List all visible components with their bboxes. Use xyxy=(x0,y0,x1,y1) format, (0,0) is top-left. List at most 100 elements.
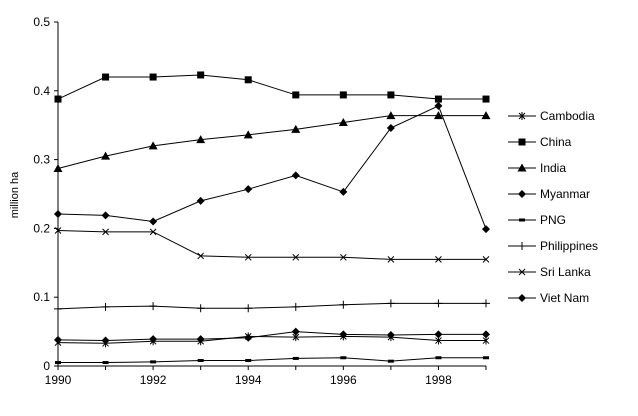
diamond-marker xyxy=(339,330,348,339)
axes: 0 0.1 0.2 0.3 0.4 0.5 1990 1992 1994 1996 1998 xyxy=(33,15,487,387)
x-marker xyxy=(149,228,157,236)
square-marker xyxy=(339,91,347,99)
diamond-marker xyxy=(518,190,526,198)
dash-marker xyxy=(519,218,525,222)
asterisk-marker xyxy=(518,112,526,120)
series-png xyxy=(55,356,489,365)
legend-label: India xyxy=(540,161,566,175)
series-line-india xyxy=(57,115,486,170)
dash-marker xyxy=(102,361,109,365)
legend-item-png: PNG xyxy=(508,213,566,227)
triangle-marker xyxy=(517,163,527,172)
square-marker xyxy=(54,95,62,103)
square-marker xyxy=(292,91,300,99)
triangle-marker xyxy=(53,164,63,173)
series-china xyxy=(54,71,490,103)
plus-marker xyxy=(386,299,395,308)
triangle-marker xyxy=(338,117,348,126)
dash-marker xyxy=(387,359,394,363)
diamond-marker xyxy=(434,330,443,339)
diamond-marker xyxy=(149,217,158,226)
plus-marker xyxy=(291,302,300,311)
diamond-marker xyxy=(386,331,395,340)
legend-label: Myanmar xyxy=(540,187,590,201)
plus-marker xyxy=(149,302,158,311)
legend-label: Sri Lanka xyxy=(540,265,591,279)
square-marker xyxy=(197,71,205,79)
diamond-marker xyxy=(482,330,490,339)
series-line-cambodia xyxy=(57,335,486,344)
triangle-marker xyxy=(196,135,206,144)
diamond-marker xyxy=(518,294,526,302)
x-marker xyxy=(292,253,300,261)
legend-item-viet-nam: Viet Nam xyxy=(508,291,589,305)
series-line-viet-nam xyxy=(57,105,487,230)
diamond-marker xyxy=(196,335,205,344)
series-line-china xyxy=(57,74,486,100)
y-tick-label: 0.1 xyxy=(33,290,50,304)
dash-marker xyxy=(340,356,347,360)
y-tick-label: 0.4 xyxy=(33,84,50,98)
dash-marker xyxy=(55,361,61,365)
diamond-marker xyxy=(482,225,490,234)
series-sri-lanka xyxy=(54,227,490,263)
y-tick-label: 0.5 xyxy=(33,15,50,29)
legend-item-china: China xyxy=(508,135,572,149)
legend: Cambodia China India Myanmar PNG Philippines S… xyxy=(508,109,598,305)
y-axis-label: million ha xyxy=(9,171,21,218)
dash-marker xyxy=(245,358,252,362)
square-marker xyxy=(102,73,110,81)
y-tick-label: 0.3 xyxy=(33,153,50,167)
diamond-marker xyxy=(244,333,253,342)
legend-item-india: India xyxy=(508,161,566,175)
diamond-marker xyxy=(339,187,348,196)
dash-marker xyxy=(150,360,157,364)
legend-item-philippines: Philippines xyxy=(508,239,598,253)
square-marker xyxy=(434,95,442,103)
series-india xyxy=(53,111,491,173)
square-marker xyxy=(482,95,490,103)
dash-marker xyxy=(435,356,442,360)
dash-marker xyxy=(197,358,204,362)
plus-marker xyxy=(339,300,348,309)
square-marker xyxy=(387,91,395,99)
legend-label: PNG xyxy=(540,213,566,227)
diamond-marker xyxy=(244,185,253,194)
x-marker xyxy=(387,256,395,263)
triangle-marker xyxy=(101,151,111,160)
plus-marker xyxy=(244,304,253,313)
series-myanmar xyxy=(54,327,490,345)
x-tick-label: 1994 xyxy=(235,373,262,387)
diamond-marker xyxy=(149,335,158,344)
series-line-png xyxy=(58,357,486,364)
x-marker xyxy=(244,253,252,261)
x-marker xyxy=(197,252,205,260)
legend-item-sri-lanka: Sri Lanka xyxy=(508,265,591,279)
diamond-marker xyxy=(196,196,205,205)
x-tick-label: 1996 xyxy=(330,373,357,387)
dash-marker xyxy=(483,356,489,360)
plus-marker xyxy=(518,242,526,250)
plot-area xyxy=(53,71,491,365)
x-marker xyxy=(54,227,62,234)
series-line-myanmar xyxy=(57,331,486,342)
legend-label: Viet Nam xyxy=(540,291,589,305)
diamond-marker xyxy=(54,209,62,218)
x-marker xyxy=(339,253,347,261)
legend-label: Cambodia xyxy=(540,109,595,123)
diamond-marker xyxy=(386,123,395,132)
triangle-marker xyxy=(243,130,253,139)
plus-marker xyxy=(196,304,205,313)
square-marker xyxy=(518,138,526,146)
triangle-marker xyxy=(386,111,396,120)
x-marker xyxy=(435,256,442,263)
plus-marker xyxy=(54,304,62,313)
x-marker xyxy=(102,228,109,236)
triangle-marker xyxy=(148,141,158,150)
x-marker xyxy=(482,256,490,263)
x-tick-label: 1992 xyxy=(140,373,167,387)
x-marker xyxy=(518,268,526,276)
triangle-marker xyxy=(291,124,301,133)
plus-marker xyxy=(434,299,443,308)
